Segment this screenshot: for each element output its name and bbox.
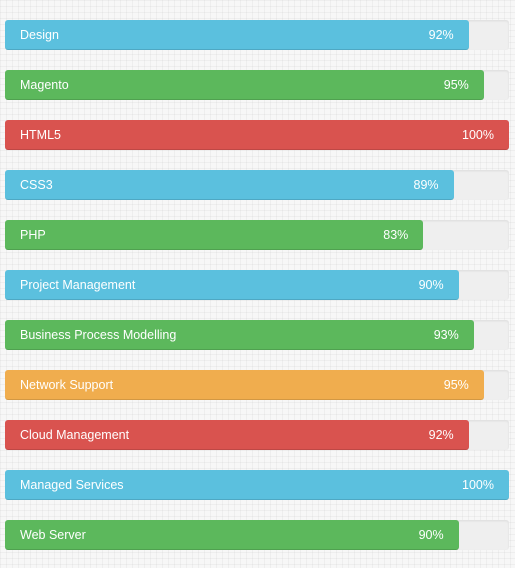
skill-bar-html5: HTML5 100% (5, 120, 509, 150)
skill-bar-fill: Design 92% (5, 20, 469, 50)
skill-bar-fill: Web Server 90% (5, 520, 459, 550)
skill-bar-business-process-modelling: Business Process Modelling 93% (5, 320, 509, 350)
skill-bar-fill: Network Support 95% (5, 370, 484, 400)
skill-percent: 89% (413, 178, 439, 192)
skill-bar-php: PHP 83% (5, 220, 509, 250)
skill-percent: 95% (443, 378, 469, 392)
skill-bar-managed-services: Managed Services 100% (5, 470, 509, 500)
skill-bar-fill: Managed Services 100% (5, 470, 509, 500)
skill-bar-cloud-management: Cloud Management 92% (5, 420, 509, 450)
skill-bar-design: Design 92% (5, 20, 509, 50)
skill-label: Design (20, 28, 59, 42)
skill-bar-fill: PHP 83% (5, 220, 424, 250)
skill-bar-network-support: Network Support 95% (5, 370, 509, 400)
skill-bar-fill: Magento 95% (5, 70, 484, 100)
skill-percent: 100% (462, 128, 494, 142)
skill-label: HTML5 (20, 128, 61, 142)
skill-bar-magento: Magento 95% (5, 70, 509, 100)
skill-label: Network Support (20, 378, 114, 392)
skill-percent: 83% (383, 228, 409, 242)
skill-label: Cloud Management (20, 428, 130, 442)
skill-percent: 93% (433, 328, 459, 342)
skill-bar-project-management: Project Management 90% (5, 270, 509, 300)
skill-label: CSS3 (20, 178, 53, 192)
skill-bar-fill: Business Process Modelling 93% (5, 320, 474, 350)
skill-bar-fill: Cloud Management 92% (5, 420, 469, 450)
skill-percent: 92% (428, 28, 454, 42)
skill-percent: 90% (418, 278, 444, 292)
skill-label: Magento (20, 78, 69, 92)
skill-label: PHP (20, 228, 46, 242)
skill-label: Managed Services (20, 478, 124, 492)
skill-bar-fill: Project Management 90% (5, 270, 459, 300)
skill-label: Project Management (20, 278, 136, 292)
skill-bar-web-server: Web Server 90% (5, 520, 509, 550)
skill-bar-fill: HTML5 100% (5, 120, 509, 150)
skill-bar-css3: CSS3 89% (5, 170, 509, 200)
skill-percent: 92% (428, 428, 454, 442)
skill-label: Web Server (20, 528, 86, 542)
skill-percent: 90% (418, 528, 444, 542)
skill-percent: 95% (443, 78, 469, 92)
skill-bar-fill: CSS3 89% (5, 170, 454, 200)
skill-percent: 100% (462, 478, 494, 492)
skill-label: Business Process Modelling (20, 328, 177, 342)
